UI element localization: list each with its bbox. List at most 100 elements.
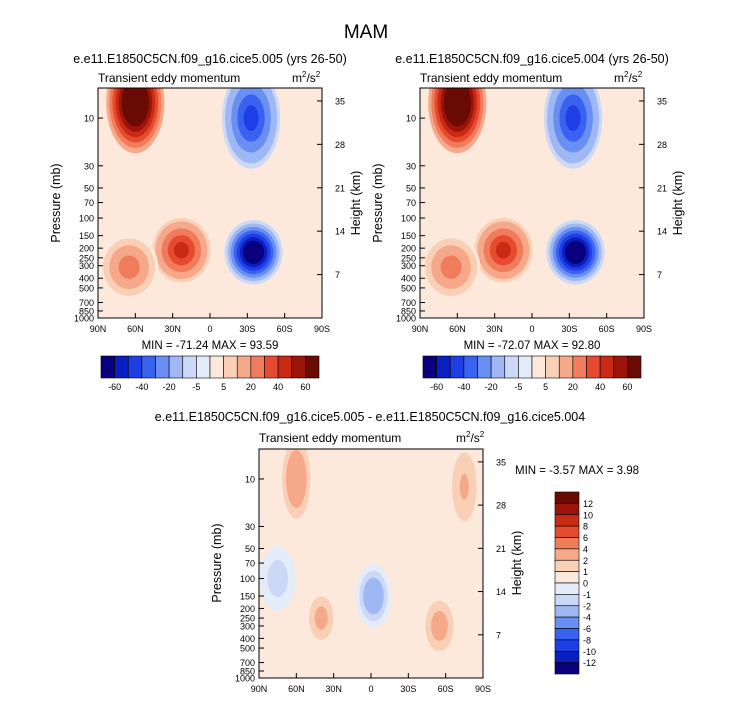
pressure-tick-label: 500 (79, 283, 94, 293)
panel-1-variable: Transient eddy momentum (98, 71, 240, 85)
pressure-tick-label: 300 (401, 261, 416, 271)
panel-3-feature-5 (259, 546, 296, 611)
colorbar-label: 1 (583, 567, 588, 577)
colorbar-label: -1 (583, 590, 591, 600)
pressure-tick-label: 200 (401, 244, 416, 254)
pressure-tick-label: 700 (79, 298, 94, 308)
colorbar-swatch (463, 355, 478, 379)
latitude-tick-label: 60N (449, 324, 466, 334)
colorbar-swatch (531, 355, 546, 379)
colorbar-swatch (449, 355, 465, 379)
colorbar-swatch (554, 571, 580, 584)
panel-3-units: m2/s2 (456, 430, 485, 445)
latitude-tick-label: 30S (561, 324, 577, 334)
colorbar-swatch (209, 355, 224, 379)
pressure-tick-label: 70 (245, 559, 255, 569)
pressure-tick-label: 10 (406, 114, 416, 124)
colorbar-label: 2 (583, 556, 588, 566)
pressure-tick-label: 250 (240, 614, 255, 624)
panel-2-feature-4 (546, 220, 605, 285)
pressure-tick-label: 1000 (396, 314, 416, 324)
colorbar-swatch (554, 491, 580, 504)
pressure-tick-label: 1000 (235, 674, 255, 684)
colorbar-label: 12 (583, 499, 593, 509)
latitude-tick-label: 90S (314, 324, 330, 334)
colorbar-swatch (250, 355, 265, 379)
panel-3-feature-3 (446, 449, 483, 538)
pressure-tick-label: 250 (79, 253, 94, 263)
panel-1-feature-0 (106, 88, 165, 154)
colorbar-swatch (504, 355, 519, 379)
pressure-tick-label: 70 (84, 198, 94, 208)
colorbar-label: 4 (583, 544, 588, 554)
colorbar-swatch (305, 355, 320, 379)
panel-3-feature-4 (355, 563, 392, 629)
panel-2-title: e.e11.E1850C5CN.f09_g16.cice5.004 (yrs 2… (395, 52, 669, 66)
height-tick-label: 28 (496, 501, 506, 511)
colorbar-swatch (554, 559, 580, 572)
colorbar-label: 6 (583, 533, 588, 543)
colorbar-swatch (436, 355, 451, 379)
latitude-tick-label: 90N (251, 684, 268, 694)
panel-2-variable: Transient eddy momentum (420, 71, 562, 85)
panel-1-ylabel-right: Height (km) (349, 171, 363, 236)
pressure-tick-label: 400 (240, 634, 255, 644)
latitude-tick-label: 60S (277, 324, 293, 334)
latitude-tick-label: 30N (164, 324, 181, 334)
colorbar-swatch (196, 355, 211, 379)
pressure-tick-label: 150 (401, 231, 416, 241)
pressure-tick-label: 500 (401, 283, 416, 293)
colorbar-label: 5 (543, 382, 548, 392)
colorbar-label: -60 (108, 382, 121, 392)
colorbar-label: 20 (568, 382, 578, 392)
panel-2-stats: MIN = -72.07 MAX = 92.80 (464, 340, 601, 352)
panel-2-feature-3 (543, 88, 603, 169)
latitude-tick-label: 60S (599, 324, 615, 334)
height-tick-label: 28 (335, 140, 345, 150)
colorbar-label: -5 (514, 382, 522, 392)
colorbar-label: -40 (135, 382, 148, 392)
colorbar-swatch (100, 355, 115, 379)
colorbar-swatch (554, 616, 580, 629)
colorbar-swatch (545, 355, 560, 379)
panel-1-feature-1 (152, 218, 211, 283)
panel-3-stats: MIN = -3.57 MAX = 3.98 (515, 465, 639, 477)
colorbar-swatch (277, 355, 293, 379)
panel-3-ylabel-right: Height (km) (510, 531, 524, 596)
pressure-tick-label: 30 (84, 161, 94, 171)
pressure-tick-label: 70 (406, 198, 416, 208)
pressure-tick-label: 10 (84, 114, 94, 124)
height-tick-label: 7 (335, 270, 340, 280)
panel-3-contour-field (259, 449, 483, 678)
pressure-tick-label: 700 (240, 658, 255, 668)
colorbar-label: 60 (622, 382, 632, 392)
height-tick-label: 21 (496, 544, 506, 554)
panel-1-feature-2 (99, 234, 159, 300)
panel-2-latitude-axis: 90N 60N 30N 0 30S 60S 90S (412, 313, 652, 334)
colorbar-swatch (168, 355, 184, 379)
latitude-tick-label: 90S (636, 324, 652, 334)
colorbar-swatch (422, 355, 437, 379)
pressure-tick-label: 150 (79, 231, 94, 241)
panel-1-title: e.e11.E1850C5CN.f09_g16.cice5.005 (yrs 2… (73, 52, 347, 66)
panel-2-feature-2 (421, 234, 481, 300)
latitude-tick-label: 60N (127, 324, 144, 334)
colorbar-swatch (554, 514, 580, 527)
panel-3-variable: Transient eddy momentum (259, 431, 401, 445)
height-tick-label: 35 (335, 96, 345, 106)
panel-2-ylabel-right: Height (km) (671, 171, 685, 236)
panel-2-units: m2/s2 (614, 70, 643, 85)
colorbar-swatch (182, 355, 197, 379)
pressure-tick-label: 850 (240, 666, 255, 676)
latitude-tick-label: 0 (368, 684, 373, 694)
colorbar-swatch (264, 355, 279, 379)
pressure-tick-label: 10 (245, 474, 255, 484)
latitude-tick-label: 90S (475, 684, 491, 694)
pressure-tick-label: 300 (240, 621, 255, 631)
latitude-tick-label: 60N (288, 684, 305, 694)
colorbar-swatch (554, 594, 580, 607)
